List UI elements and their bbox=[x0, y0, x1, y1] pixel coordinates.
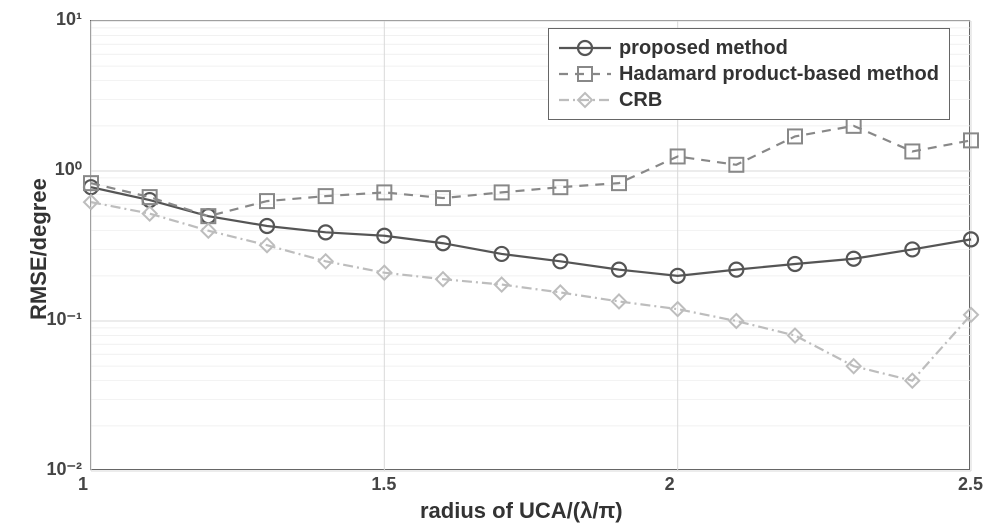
y-tick-label: 10⁰ bbox=[32, 159, 82, 180]
series-line-crb bbox=[91, 202, 971, 381]
y-tick-label: 10⁻² bbox=[32, 459, 82, 480]
x-tick-label: 2.5 bbox=[958, 474, 983, 495]
legend-label: Hadamard product-based method bbox=[619, 63, 939, 86]
legend-item-hadamard: Hadamard product-based method bbox=[559, 61, 939, 87]
legend-item-crb: CRB bbox=[559, 87, 939, 113]
legend-label: proposed method bbox=[619, 37, 788, 60]
legend-label: CRB bbox=[619, 89, 662, 112]
legend-swatch bbox=[559, 91, 611, 109]
x-tick-label: 1.5 bbox=[371, 474, 396, 495]
legend: proposed method Hadamard product-based me… bbox=[548, 28, 950, 120]
y-tick-label: 10⁻¹ bbox=[32, 309, 82, 330]
series-line-proposed bbox=[91, 187, 971, 276]
x-axis-label: radius of UCA/(λ/π) bbox=[420, 498, 623, 524]
legend-swatch bbox=[559, 39, 611, 57]
legend-swatch bbox=[559, 65, 611, 83]
y-axis-label: RMSE/degree bbox=[26, 178, 52, 320]
x-tick-label: 2 bbox=[665, 474, 675, 495]
legend-item-proposed: proposed method bbox=[559, 35, 939, 61]
y-tick-label: 10¹ bbox=[32, 9, 82, 30]
